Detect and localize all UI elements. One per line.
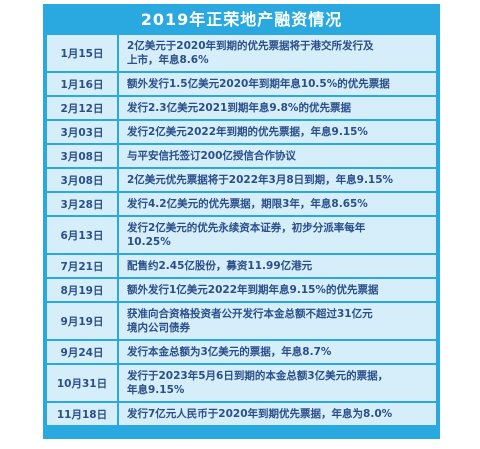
table-row: 9月24日 发行本金总额为3亿美元的票据，年息8.7% bbox=[47, 341, 436, 363]
description-cell: 2亿美元优先票据将于2022年3月8日到期，年息9.15% bbox=[119, 169, 436, 191]
description-cell: 配售约2.45亿股份，募资11.99亿港元 bbox=[119, 255, 436, 277]
date-cell: 9月19日 bbox=[47, 303, 117, 339]
table-row: 9月19日 获准向合资格投资者公开发行本金总额不超过31亿元 境内公司债券 bbox=[47, 303, 436, 339]
bottom-rule bbox=[43, 438, 440, 439]
description-cell: 额外发行1亿美元2022年到期年息9.15%的优先票据 bbox=[119, 279, 436, 301]
description-cell: 发行本金总额为3亿美元的票据，年息8.7% bbox=[119, 341, 436, 363]
description-cell: 发行4.2亿美元的优先票据，期限3年，年息8.65% bbox=[119, 193, 436, 215]
financing-table: 1月15日 2亿美元于2020年到期的优先票据将于港交所发行及 上市，年息8.6… bbox=[47, 35, 436, 425]
date-cell: 1月15日 bbox=[47, 35, 117, 71]
date-cell: 2月12日 bbox=[47, 97, 117, 119]
date-cell: 7月21日 bbox=[47, 255, 117, 277]
description-cell: 获准向合资格投资者公开发行本金总额不超过31亿元 境内公司债券 bbox=[119, 303, 436, 339]
table-row: 3月08日 与平安信托签订200亿授信合作协议 bbox=[47, 145, 436, 167]
table-row: 3月08日 2亿美元优先票据将于2022年3月8日到期，年息9.15% bbox=[47, 169, 436, 191]
description-cell: 额外发行1.5亿美元2020年到期年息10.5%的优先票据 bbox=[119, 73, 436, 95]
date-cell: 1月16日 bbox=[47, 73, 117, 95]
table-row: 2月12日 发行2.3亿美元2021到期年息9.8%的优先票据 bbox=[47, 97, 436, 119]
financing-table-panel: 2019年正荣地产融资情况 1月15日 2亿美元于2020年到期的优先票据将于港… bbox=[43, 4, 440, 438]
description-cell: 与平安信托签订200亿授信合作协议 bbox=[119, 145, 436, 167]
table-row: 7月21日 配售约2.45亿股份，募资11.99亿港元 bbox=[47, 255, 436, 277]
description-cell: 发行2亿美元的优先永续资本证券，初步分派率每年 10.25% bbox=[119, 217, 436, 253]
table-row: 10月31日 发行于2023年5月6日到期的本金总额3亿美元的票据， 年息9.1… bbox=[47, 365, 436, 401]
date-cell: 3月28日 bbox=[47, 193, 117, 215]
date-cell: 6月13日 bbox=[47, 217, 117, 253]
description-cell: 发行于2023年5月6日到期的本金总额3亿美元的票据， 年息9.15% bbox=[119, 365, 436, 401]
table-row: 1月16日 额外发行1.5亿美元2020年到期年息10.5%的优先票据 bbox=[47, 73, 436, 95]
description-cell: 发行2.3亿美元2021到期年息9.8%的优先票据 bbox=[119, 97, 436, 119]
table-row: 3月28日 发行4.2亿美元的优先票据，期限3年，年息8.65% bbox=[47, 193, 436, 215]
date-cell: 3月08日 bbox=[47, 145, 117, 167]
table-row: 11月18日 发行7亿元人民币于2020年到期优先票据，年息为8.0% bbox=[47, 403, 436, 425]
date-cell: 3月08日 bbox=[47, 169, 117, 191]
table-row: 3月03日 发行2亿美元2022年到期的优先票据，年息9.15% bbox=[47, 121, 436, 143]
description-cell: 发行7亿元人民币于2020年到期优先票据，年息为8.0% bbox=[119, 403, 436, 425]
description-cell: 2亿美元于2020年到期的优先票据将于港交所发行及 上市，年息8.6% bbox=[119, 35, 436, 71]
description-cell: 发行2亿美元2022年到期的优先票据，年息9.15% bbox=[119, 121, 436, 143]
table-row: 8月19日 额外发行1亿美元2022年到期年息9.15%的优先票据 bbox=[47, 279, 436, 301]
table-row: 6月13日 发行2亿美元的优先永续资本证券，初步分派率每年 10.25% bbox=[47, 217, 436, 253]
date-cell: 8月19日 bbox=[47, 279, 117, 301]
date-cell: 9月24日 bbox=[47, 341, 117, 363]
table-row: 1月15日 2亿美元于2020年到期的优先票据将于港交所发行及 上市，年息8.6… bbox=[47, 35, 436, 71]
date-cell: 10月31日 bbox=[47, 365, 117, 401]
date-cell: 11月18日 bbox=[47, 403, 117, 425]
date-cell: 3月03日 bbox=[47, 121, 117, 143]
table-title: 2019年正荣地产融资情况 bbox=[140, 10, 343, 29]
